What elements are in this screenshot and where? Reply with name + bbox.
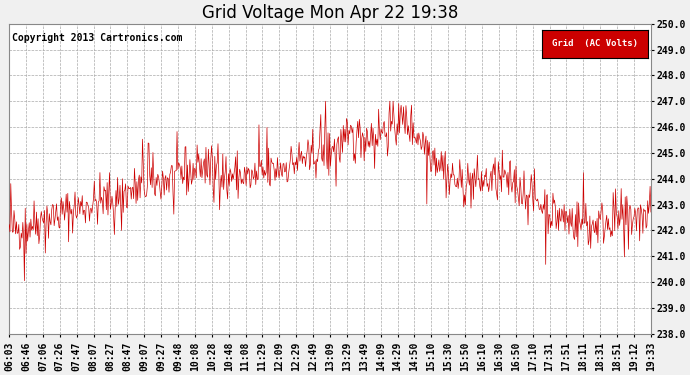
Text: Copyright 2013 Cartronics.com: Copyright 2013 Cartronics.com <box>12 33 183 43</box>
Title: Grid Voltage Mon Apr 22 19:38: Grid Voltage Mon Apr 22 19:38 <box>202 4 458 22</box>
